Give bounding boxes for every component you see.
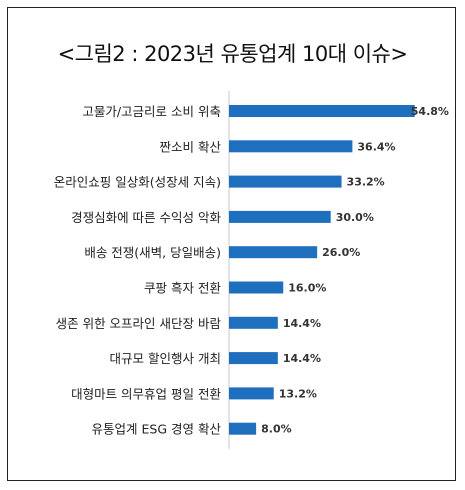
category-label: 고물가/고금리로 소비 위축 [82,104,221,119]
category-label: 경쟁심화에 따른 수익성 악화 [71,210,221,225]
category-label: 유통업계 ESG 경영 확산 [92,422,222,437]
data-label: 36.4% [357,140,395,153]
bar [229,281,284,294]
data-label: 16.0% [288,282,326,295]
data-label: 14.4% [283,317,321,330]
bar [229,105,415,117]
data-label: 14.4% [283,352,321,365]
bar [229,422,257,435]
category-label: 온라인쇼핑 일상화(성장세 지속) [54,175,221,190]
category-label: 짠소비 확산 [160,139,222,154]
data-label: 26.0% [322,246,360,259]
data-label: 13.2% [279,387,317,400]
bar [229,175,342,188]
category-label: 배송 전쟁(새벽, 당일배송) [84,245,221,260]
category-label: 쿠팡 흑자 전환 [144,281,221,296]
data-label: 30.0% [336,211,374,224]
bar [229,387,274,400]
data-label: 33.2% [347,176,385,189]
bar [229,352,278,365]
bar [229,140,353,153]
category-label: 생존 위한 오프라인 새단장 바람 [56,316,222,331]
bar [229,246,318,259]
bar [229,210,331,223]
bar [229,316,278,329]
data-label: 8.0% [261,423,292,436]
data-label: 54.8% [411,105,449,118]
chart-title: <그림2 : 2023년 유통업계 10대 이슈> [57,42,408,66]
chart-frame [7,7,456,481]
category-label: 대형마트 의무휴업 평일 전환 [71,386,221,401]
category-label: 대규모 할인행사 개최 [110,351,221,366]
